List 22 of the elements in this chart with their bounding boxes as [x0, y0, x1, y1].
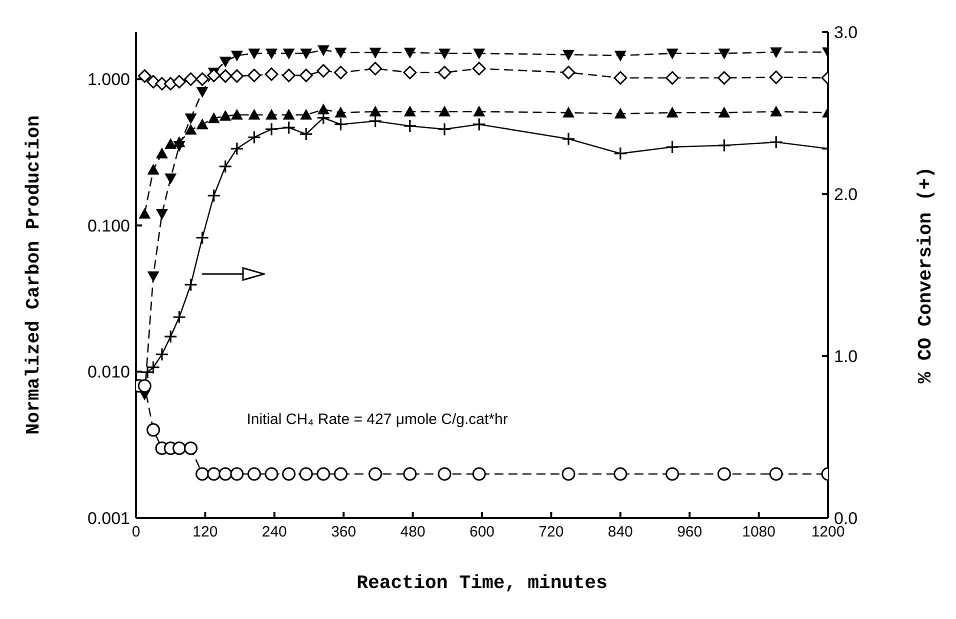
x-tick-label: 1080 [742, 524, 776, 541]
y2-tick-label: 2.0 [834, 185, 858, 204]
y-tick-label: 0.001 [87, 509, 130, 528]
y-tick-label: 1.000 [87, 70, 130, 90]
x-tick-label: 0 [132, 524, 140, 541]
x-tick-label: 120 [192, 524, 218, 541]
x-tick-label: 360 [331, 524, 356, 541]
x-tick-label: 720 [538, 524, 564, 541]
y2-axis-title: % CO Conversion (+) [914, 166, 937, 384]
y-tick-label: 0.010 [87, 362, 130, 382]
annotation: Initial CH₄ Rate = 427 μmole C/g.cat*hr [246, 411, 508, 428]
x-axis-title: Reaction Time, minutes [356, 572, 608, 594]
x-tick-label: 1200 [811, 524, 845, 541]
x-tick-label: 840 [608, 524, 633, 541]
x-tick-label: 960 [677, 524, 702, 541]
y2-tick-label: 1.0 [834, 347, 858, 366]
y-tick-label: 0.100 [87, 216, 130, 236]
y2-tick-label: 3.0 [834, 23, 858, 42]
y-axis-title: Normalized Carbon Production [22, 115, 45, 435]
x-tick-label: 600 [469, 524, 495, 541]
x-tick-label: 480 [400, 524, 426, 541]
x-tick-label: 240 [262, 524, 287, 541]
